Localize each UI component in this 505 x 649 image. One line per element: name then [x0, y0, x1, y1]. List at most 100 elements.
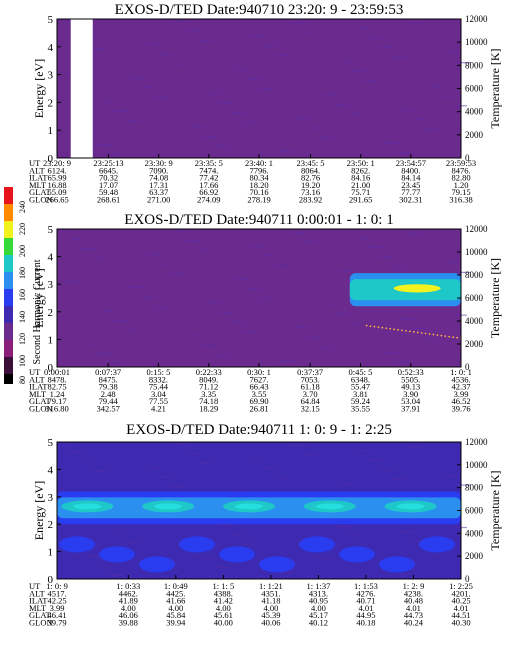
- y-axis-label: Energy [eV]: [32, 481, 46, 540]
- table-cell: 4313.: [309, 588, 328, 598]
- heatmap-texture: [444, 474, 459, 477]
- colorbar-seg: [4, 340, 13, 357]
- table-cell: 4.01: [454, 603, 469, 613]
- table-cell: 41.18: [261, 596, 280, 606]
- row-label: GLON: [29, 404, 53, 414]
- heatmap-texture: [384, 351, 399, 354]
- table-cell: 66.43: [249, 382, 268, 392]
- table-cell: 23:35: 5: [195, 158, 223, 168]
- temperature-point: [369, 325, 372, 328]
- table-cell: 8400.: [401, 165, 420, 175]
- heatmap-texture: [81, 248, 96, 250]
- heatmap-patch: [99, 546, 135, 563]
- table-cell: 42.25: [47, 596, 66, 606]
- temperature-point: [416, 331, 419, 334]
- heatmap-texture: [186, 240, 201, 242]
- table-cell: 4.00: [263, 603, 278, 613]
- heatmap-texture: [275, 55, 290, 57]
- colorbar-seg: [4, 374, 13, 384]
- colorbar-tick: 100: [18, 355, 27, 367]
- heatmap-texture: [380, 256, 395, 258]
- table-cell: 40.00: [214, 618, 233, 628]
- table-cell: 45.17: [309, 610, 328, 620]
- y-tick-label: 5: [48, 437, 54, 449]
- table-cell: 79.15: [451, 187, 470, 197]
- temperature-point: [377, 326, 380, 329]
- table-cell: 40.30: [451, 618, 470, 628]
- y2-tick-label: 4000: [465, 107, 484, 117]
- heatmap-texture: [323, 94, 338, 96]
- y-tick-label: 2: [48, 307, 54, 319]
- heatmap-patch: [259, 556, 295, 573]
- temperature-point: [412, 331, 415, 333]
- table-cell: 77.42: [199, 173, 218, 183]
- y2-tick-label: 0: [465, 574, 470, 584]
- colorbar-seg: [4, 204, 13, 221]
- table-cell: 21.00: [351, 180, 370, 190]
- heatmap-texture: [355, 237, 370, 239]
- y2-tick-label: 12000: [465, 437, 488, 447]
- heatmap-peak-core: [315, 503, 344, 510]
- table-cell: 23:59:53: [446, 158, 476, 168]
- heatmap-texture: [368, 37, 383, 39]
- temperature-point: [440, 334, 443, 337]
- table-cell: 2.48: [101, 389, 116, 399]
- heatmap-texture: [250, 245, 265, 247]
- y2-tick-label: 6000: [465, 84, 484, 94]
- y-tick-label: 3: [48, 279, 54, 291]
- table-cell: 17.31: [149, 180, 168, 190]
- colorbar-tick: 220: [18, 223, 27, 235]
- table-cell: 6124.: [47, 165, 66, 175]
- heatmap-patch: [339, 546, 375, 563]
- heatmap-texture: [81, 461, 96, 463]
- table-cell: 316.38: [449, 195, 472, 205]
- heatmap-peak-core: [235, 503, 263, 510]
- table-cell: 53.04: [401, 396, 421, 406]
- heatmap-texture: [380, 46, 395, 48]
- colorbar-label: Second Harmonic Current: [32, 259, 43, 364]
- y-tick-label: 2: [48, 519, 54, 531]
- heatmap-texture: [263, 255, 278, 257]
- heatmap-texture: [291, 444, 306, 446]
- table-cell: 0:22:33: [196, 367, 222, 377]
- table-cell: 4536.: [451, 374, 470, 384]
- table-cell: 5505.: [401, 374, 420, 384]
- table-cell: 39.88: [119, 618, 138, 628]
- heatmap-texture: [279, 572, 294, 574]
- heatmap-texture: [113, 110, 128, 112]
- table-cell: 274.09: [197, 195, 220, 205]
- table-cell: 75.71: [351, 187, 370, 197]
- heatmap-texture: [158, 263, 172, 265]
- heatmap-texture: [206, 92, 221, 94]
- table-cell: 4.00: [168, 603, 183, 613]
- chart-title: EXOS-D/TED Date:940711 1: 0: 9 - 1: 2:25: [126, 422, 392, 438]
- table-cell: 23:54:57: [396, 158, 426, 168]
- table-cell: 3.35: [201, 389, 216, 399]
- heatmap-texture: [259, 298, 273, 300]
- table-cell: 79.38: [99, 382, 118, 392]
- heatmap-texture: [400, 531, 415, 533]
- table-cell: 0:37:37: [297, 367, 323, 377]
- table-cell: 19.20: [301, 180, 320, 190]
- heatmap-texture: [242, 543, 257, 545]
- table-cell: 39.76: [451, 404, 470, 414]
- y2-tick-label: 4000: [465, 528, 484, 538]
- table-cell: 4.01: [406, 603, 421, 613]
- table-cell: 266.65: [45, 195, 68, 205]
- heatmap-texture: [408, 233, 423, 235]
- table-cell: 8262.: [351, 165, 370, 175]
- table-cell: 342.57: [96, 404, 119, 414]
- temperature-point: [381, 326, 384, 329]
- table-cell: 55.47: [351, 382, 370, 392]
- table-cell: 61.18: [301, 382, 320, 392]
- table-cell: 44.73: [404, 610, 423, 620]
- table-cell: 40.71: [356, 596, 375, 606]
- table-cell: 79.44: [99, 396, 119, 406]
- table-cell: 73.16: [301, 187, 320, 197]
- table-cell: 1: 2: 9: [403, 581, 425, 591]
- heatmap-texture: [141, 87, 156, 89]
- heatmap-texture: [456, 484, 471, 486]
- data-gap: [70, 19, 93, 158]
- heatmap-patch: [419, 536, 455, 553]
- table-cell: 70.32: [99, 173, 118, 183]
